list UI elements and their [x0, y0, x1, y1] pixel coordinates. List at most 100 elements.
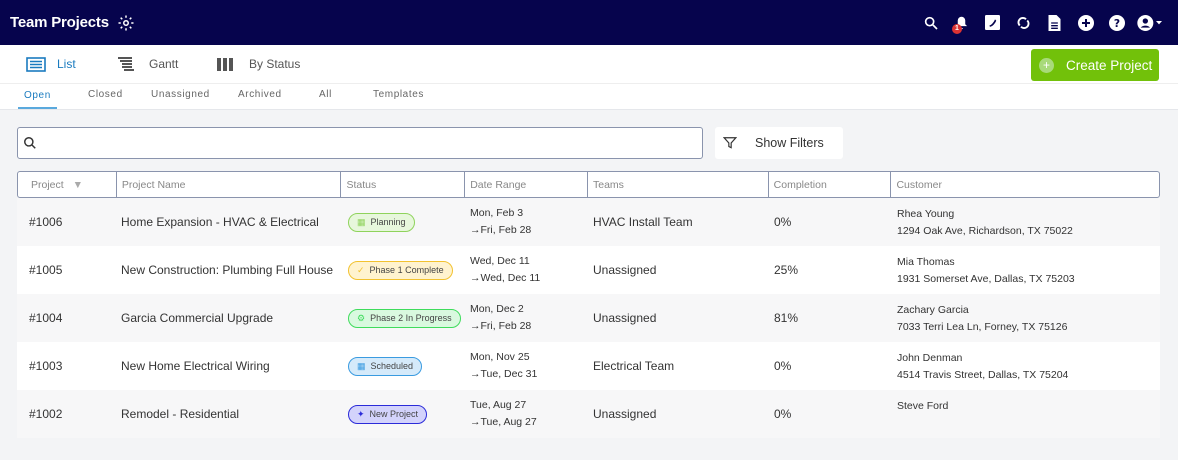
- table-header: Project ▼ Project Name Status Date Range…: [17, 171, 1160, 198]
- tab-all[interactable]: All: [319, 89, 332, 100]
- start-date: Mon, Nov 25: [470, 351, 530, 363]
- project-name[interactable]: New Home Electrical Wiring: [121, 359, 270, 373]
- start-date: Mon, Feb 3: [470, 207, 524, 219]
- end-date: →Wed, Dec 11: [470, 272, 541, 284]
- sort-down-icon[interactable]: ▼: [72, 179, 84, 191]
- gantt-icon: [118, 56, 134, 71]
- start-date: Mon, Dec 2: [470, 303, 524, 315]
- completion: 0%: [774, 407, 792, 421]
- app-title: Team Projects: [10, 14, 109, 31]
- tab-closed[interactable]: Closed: [88, 89, 123, 100]
- check-icon: ✓: [357, 264, 365, 275]
- customer-address: 4514 Travis Street, Dallas, TX 75204: [897, 369, 1069, 381]
- gear-icon[interactable]: [117, 14, 135, 32]
- team: Unassigned: [593, 311, 657, 325]
- table-body: #1006 Home Expansion - HVAC & Electrical…: [17, 198, 1160, 438]
- end-date: →Fri, Feb 28: [470, 224, 532, 236]
- customer-address: 1294 Oak Ave, Richardson, TX 75022: [897, 225, 1073, 237]
- create-project-label: Create Project: [1066, 57, 1153, 73]
- view-list[interactable]: List: [26, 56, 76, 72]
- plus-circle-icon[interactable]: [1070, 11, 1101, 35]
- document-icon[interactable]: [1039, 11, 1070, 35]
- create-project-button[interactable]: + Create Project: [1031, 49, 1159, 81]
- status-badge: ✓ Phase 1 Complete: [348, 260, 453, 280]
- customer-name: Zachary Garcia: [897, 304, 969, 316]
- project-name[interactable]: New Construction: Plumbing Full House: [121, 263, 334, 277]
- start-date: Wed, Dec 11: [470, 255, 530, 267]
- list-icon: [26, 56, 46, 72]
- table-row[interactable]: #1006 Home Expansion - HVAC & Electrical…: [17, 198, 1160, 246]
- table-row[interactable]: #1002 Remodel - Residential ✦ New Project…: [17, 390, 1160, 438]
- start-date: Tue, Aug 27: [470, 399, 527, 411]
- top-bar: Team Projects 1 ?: [0, 0, 1178, 45]
- table-row[interactable]: #1004 Garcia Commercial Upgrade ⚙ Phase 2…: [17, 294, 1160, 342]
- tab-open[interactable]: Open: [18, 90, 57, 109]
- column-teams[interactable]: Teams: [587, 172, 768, 197]
- plus-icon: +: [1039, 57, 1054, 73]
- customer-name: Steve Ford: [897, 400, 949, 412]
- column-project[interactable]: Project ▼: [31, 179, 84, 191]
- filter-icon: [723, 137, 737, 149]
- gears-icon: ⚙: [357, 312, 366, 323]
- table-row[interactable]: #1003 New Home Electrical Wiring ▦ Schedu…: [17, 342, 1160, 390]
- calendar-icon: ▦: [357, 216, 366, 227]
- view-by-status[interactable]: By Status: [217, 57, 300, 71]
- project-id[interactable]: #1002: [29, 407, 63, 421]
- table-row[interactable]: #1005 New Construction: Plumbing Full Ho…: [17, 246, 1160, 294]
- project-id[interactable]: #1006: [29, 215, 63, 229]
- status-badge: ✦ New Project: [348, 404, 428, 424]
- column-status[interactable]: Status: [340, 172, 464, 197]
- project-name[interactable]: Home Expansion - HVAC & Electrical: [121, 215, 319, 229]
- notification-badge: 1: [952, 23, 962, 34]
- team: Unassigned: [593, 263, 657, 277]
- tab-unassigned[interactable]: Unassigned: [151, 89, 210, 100]
- team: HVAC Install Team: [593, 215, 693, 229]
- project-id[interactable]: #1005: [29, 263, 63, 277]
- completion: 25%: [774, 263, 799, 277]
- end-date: →Fri, Feb 28: [470, 320, 532, 332]
- completion: 0%: [774, 215, 792, 229]
- customer-name: John Denman: [897, 352, 963, 364]
- show-filters-button[interactable]: Show Filters: [715, 127, 843, 159]
- view-gantt[interactable]: Gantt: [118, 56, 178, 72]
- svg-text:?: ?: [1113, 17, 1119, 30]
- end-date: →Tue, Aug 27: [470, 416, 537, 428]
- status-badge: ▦ Scheduled: [348, 356, 423, 376]
- completion: 0%: [774, 359, 792, 373]
- project-name[interactable]: Garcia Commercial Upgrade: [121, 311, 274, 325]
- projects-table: Project ▼ Project Name Status Date Range…: [17, 171, 1160, 438]
- column-project-name[interactable]: Project Name: [115, 172, 341, 197]
- tab-templates[interactable]: Templates: [373, 89, 424, 100]
- team: Unassigned: [593, 407, 657, 421]
- search-icon: [24, 137, 36, 149]
- column-customer[interactable]: Customer: [890, 172, 1159, 197]
- customer-name: Mia Thomas: [897, 256, 955, 268]
- project-id[interactable]: #1004: [29, 311, 63, 325]
- columns-icon: [217, 57, 233, 71]
- project-id[interactable]: #1003: [29, 359, 63, 373]
- customer-address: 7033 Terri Lea Ln, Forney, TX 75126: [897, 321, 1068, 333]
- end-date: →Tue, Dec 31: [470, 368, 538, 380]
- calendar-icon: ▦: [357, 360, 366, 371]
- bell-icon[interactable]: 1: [946, 11, 977, 35]
- show-filters-label: Show Filters: [755, 136, 824, 150]
- column-date-range[interactable]: Date Range: [464, 172, 587, 197]
- project-name[interactable]: Remodel - Residential: [121, 407, 240, 421]
- search-input[interactable]: [17, 127, 703, 159]
- phone-icon[interactable]: [977, 11, 1008, 35]
- view-label: By Status: [249, 57, 301, 71]
- column-completion[interactable]: Completion: [767, 172, 891, 197]
- completion: 81%: [774, 311, 799, 325]
- status-badge: ⚙ Phase 2 In Progress: [348, 308, 461, 328]
- team: Electrical Team: [593, 359, 675, 373]
- project-tabs: Open Closed Unassigned Archived All Temp…: [0, 84, 1178, 110]
- view-label: List: [57, 57, 76, 71]
- tab-archived[interactable]: Archived: [238, 89, 282, 100]
- status-badge: ▦ Planning: [348, 212, 415, 232]
- search-icon[interactable]: [915, 11, 946, 35]
- sync-icon[interactable]: [1008, 11, 1039, 35]
- sparkle-icon: ✦: [357, 408, 365, 419]
- user-icon[interactable]: [1132, 11, 1168, 35]
- help-icon[interactable]: ?: [1101, 11, 1132, 35]
- customer-name: Rhea Young: [897, 208, 955, 220]
